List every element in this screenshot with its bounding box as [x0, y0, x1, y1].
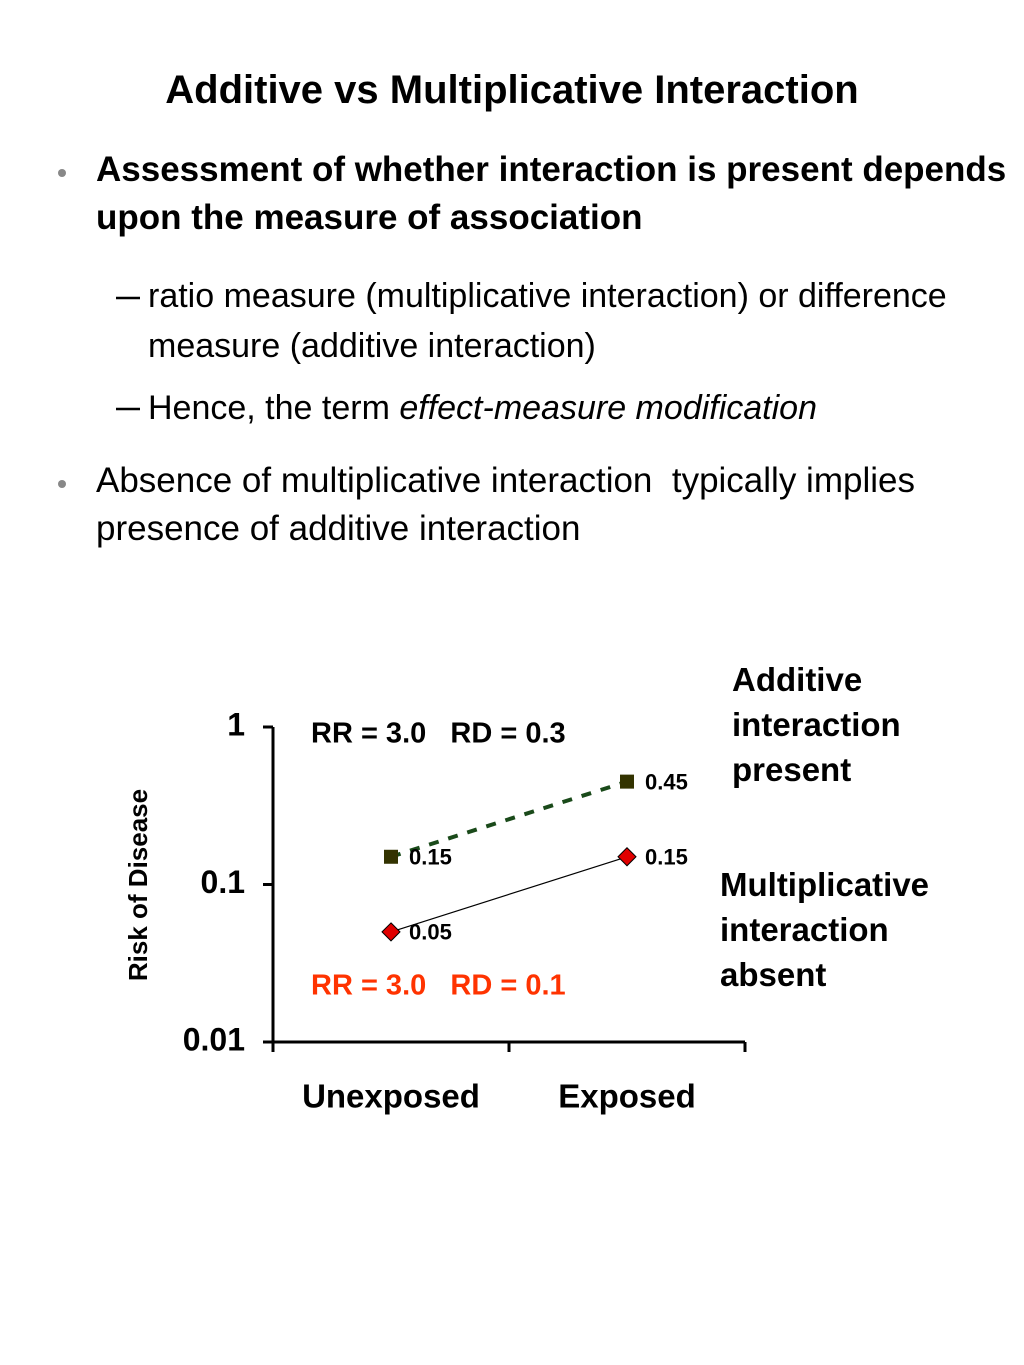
- text: Hence, the term: [148, 389, 400, 427]
- series-line: [390, 856, 628, 933]
- x-tick-label: Unexposed: [302, 1078, 480, 1115]
- bullet: Absence of multiplicative interaction ty…: [96, 461, 925, 548]
- marker: [381, 922, 401, 942]
- y-tick-label: 0.1: [201, 864, 245, 900]
- x-tick-label: Exposed: [558, 1078, 696, 1115]
- data-label: 0.15: [645, 845, 688, 870]
- marker: [617, 847, 637, 867]
- y-tick-label: 1: [227, 706, 245, 742]
- bullet-dot: [58, 480, 66, 488]
- data-label: 0.15: [409, 845, 452, 870]
- marker: [620, 774, 634, 789]
- y-axis-label: Risk of Disease: [123, 789, 153, 981]
- sub-bullet: Hence, the term effect-measure modificat…: [148, 383, 1008, 433]
- marker: [384, 849, 398, 864]
- sub-bullet: ratio measure (multiplicative interactio…: [148, 277, 947, 365]
- slide-title: Additive vs Multiplicative Interaction: [165, 68, 859, 112]
- bullet: Assessment of whether interaction is pre…: [96, 150, 1007, 237]
- series-line: [390, 779, 628, 859]
- y-tick-label: 0.01: [183, 1021, 245, 1057]
- annotation: RR = 3.0 RD = 0.1: [311, 970, 566, 1002]
- data-label: 0.05: [409, 920, 452, 945]
- annotation: RR = 3.0 RD = 0.3: [311, 718, 566, 750]
- bullet-dot: [58, 169, 66, 177]
- data-label: 0.45: [645, 769, 688, 794]
- emphasis: effect-measure modification: [399, 389, 817, 427]
- annotation: Additive interaction present: [732, 661, 901, 788]
- annotation: Multiplicative interaction absent: [720, 866, 930, 993]
